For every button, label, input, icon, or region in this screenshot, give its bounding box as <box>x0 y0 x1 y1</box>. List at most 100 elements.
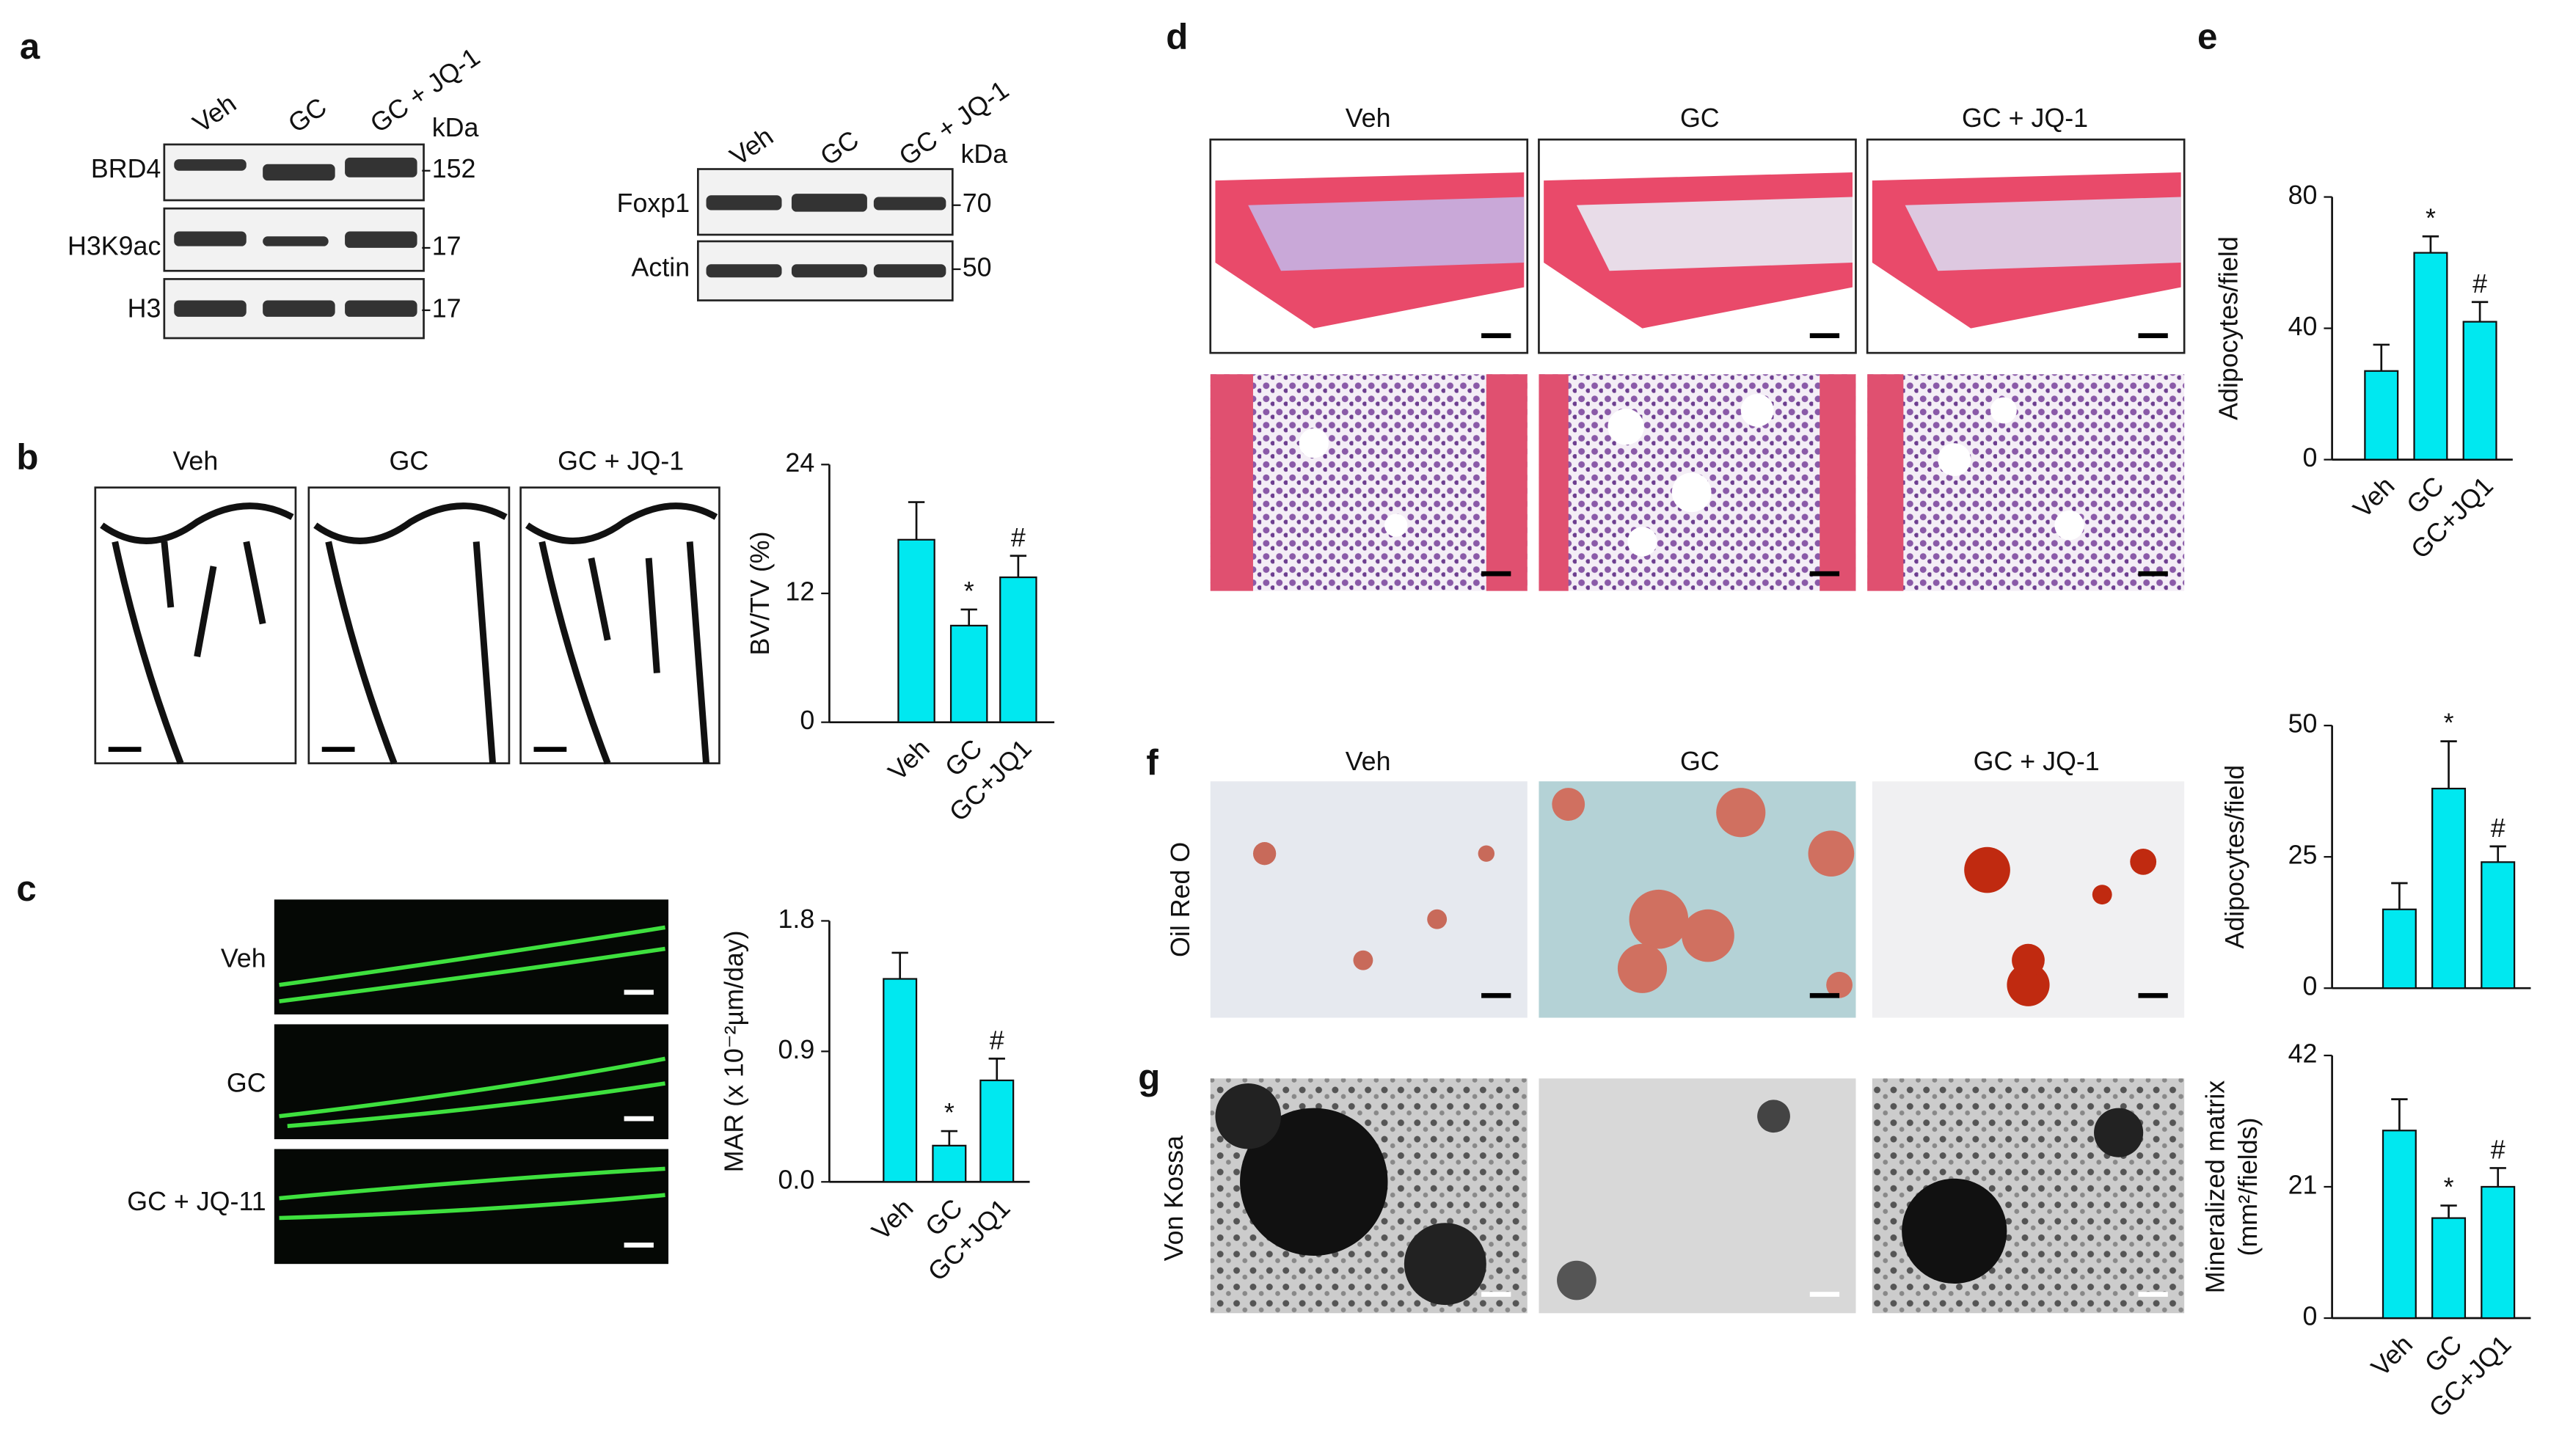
lane-label: Veh <box>188 89 242 139</box>
y-axis-label: Adipocytes/field <box>2220 765 2249 949</box>
y-tick-label: 42 <box>2288 1039 2318 1068</box>
protein-label: H3 <box>128 293 161 323</box>
significance-label: * <box>2426 203 2436 233</box>
panel-label: b <box>16 437 38 478</box>
bar <box>2481 1185 2516 1320</box>
significance-label: # <box>2491 813 2506 843</box>
column-label: GC <box>1680 103 1720 133</box>
culture-image <box>1539 781 1856 1018</box>
oil-red-images <box>1210 781 2185 1018</box>
y-tick-label: 1.8 <box>778 904 815 934</box>
image-panels <box>94 138 2186 1314</box>
y-axis-label: Adipocytes/field <box>2214 236 2243 420</box>
unit-label: kDa <box>432 113 479 142</box>
significance-label: # <box>2472 269 2487 299</box>
x-tick-label: Veh <box>2348 471 2401 524</box>
kda-label: 17 <box>432 293 461 323</box>
row-label: GC <box>227 1069 266 1098</box>
panel-label: f <box>1146 742 1158 783</box>
bar <box>2413 252 2448 461</box>
row-label: Veh <box>221 944 266 973</box>
microct-images <box>94 486 720 765</box>
panel-label: d <box>1166 17 1188 57</box>
significance-label: * <box>2444 709 2454 738</box>
significance-label: # <box>2491 1135 2506 1164</box>
significance-label: * <box>944 1098 955 1127</box>
bar <box>2481 861 2516 989</box>
microct-image <box>307 486 511 764</box>
microct-image <box>94 486 297 764</box>
column-label: GC <box>1680 747 1720 776</box>
lane-label: GC <box>283 92 332 139</box>
panel-label: e <box>2197 17 2217 57</box>
y-tick-label: 25 <box>2288 841 2318 870</box>
blot-bands <box>174 157 946 317</box>
bar <box>999 576 1037 723</box>
x-tick-label: Veh <box>883 734 935 786</box>
y-tick-label: 50 <box>2288 709 2318 739</box>
lane-label: GC <box>815 125 864 172</box>
bar <box>883 978 918 1183</box>
bar <box>2364 370 2399 461</box>
lane-label: Veh <box>725 121 779 171</box>
kda-label: 17 <box>432 231 461 260</box>
panel-label: c <box>16 868 36 909</box>
calcein-image <box>274 1149 669 1265</box>
y-tick-label: 0 <box>2303 1301 2318 1331</box>
row-label: GC + JQ-11 <box>127 1187 266 1216</box>
y-tick-label: 0.9 <box>778 1035 815 1064</box>
kda-label: 50 <box>963 252 992 282</box>
y-tick-label: 0 <box>800 706 814 735</box>
y-tick-label: 21 <box>2288 1170 2318 1199</box>
significance-label: # <box>1011 523 1026 552</box>
von-kossa-images <box>1210 1078 2185 1314</box>
bar <box>2382 908 2417 989</box>
column-label: Veh <box>1346 103 1391 133</box>
y-tick-label: 12 <box>785 577 814 606</box>
kda-label: 70 <box>963 189 992 218</box>
column-label: Veh <box>1346 747 1391 776</box>
unit-label: kDa <box>961 139 1008 169</box>
panel-label: a <box>20 26 40 67</box>
kda-label: 152 <box>432 154 476 183</box>
significance-label: # <box>990 1025 1004 1055</box>
row-label: Von Kossa <box>1159 1135 1189 1261</box>
y-tick-label: 24 <box>785 448 814 478</box>
panel-label: g <box>1138 1058 1160 1098</box>
column-label: GC <box>390 447 429 476</box>
y-axis-label: Mineralized matrix <box>2200 1080 2230 1293</box>
bar <box>897 538 935 723</box>
y-axis-label: (mm²/fields) <box>2233 1118 2263 1256</box>
column-label: GC + JQ-1 <box>1974 747 2100 776</box>
bar <box>2431 787 2467 989</box>
column-label: GC + JQ-1 <box>558 447 684 476</box>
y-axis-label: BV/TV (%) <box>745 531 775 655</box>
histology-images <box>1209 138 2186 591</box>
protein-label: H3K9ac <box>67 231 161 260</box>
protein-label: Actin <box>632 252 690 282</box>
bar <box>2462 321 2497 461</box>
y-tick-label: 40 <box>2288 312 2318 341</box>
protein-label: BRD4 <box>91 154 161 183</box>
calcein-images <box>274 899 669 1265</box>
bar <box>2382 1130 2417 1320</box>
protein-label: Foxp1 <box>617 189 690 218</box>
y-tick-label: 0 <box>2303 972 2318 1001</box>
significance-label: * <box>964 577 974 606</box>
row-label: Oil Red O <box>1166 842 1195 957</box>
bar <box>2431 1217 2467 1320</box>
y-tick-label: 0 <box>2303 443 2318 472</box>
column-label: GC + JQ-1 <box>1962 103 2088 133</box>
y-axis-label: MAR (x 10⁻²µm/day) <box>719 930 748 1172</box>
y-tick-label: 0.0 <box>778 1166 815 1195</box>
bar <box>979 1079 1015 1183</box>
bar <box>932 1144 967 1183</box>
x-tick-label: Veh <box>866 1193 919 1246</box>
culture-image <box>1210 781 1528 1018</box>
microct-image <box>519 486 720 764</box>
significance-label: * <box>2444 1173 2454 1202</box>
y-tick-label: 80 <box>2288 180 2318 210</box>
histology-image <box>1210 374 1528 591</box>
bar <box>949 624 988 723</box>
histology-image <box>1867 374 2185 591</box>
